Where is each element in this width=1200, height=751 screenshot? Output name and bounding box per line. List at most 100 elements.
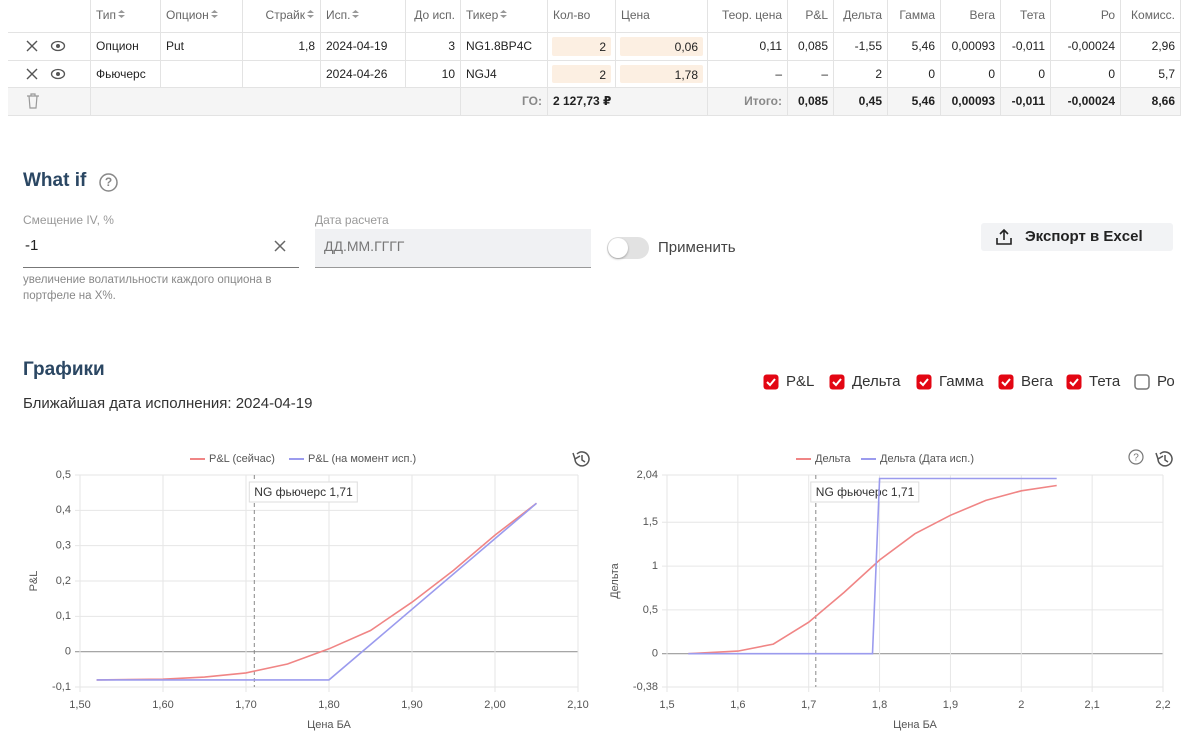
checkbox[interactable] xyxy=(1134,374,1150,390)
column-header[interactable]: Тикер xyxy=(461,0,548,33)
what-if-title: What if xyxy=(23,170,87,191)
column-header: Цена xyxy=(616,0,708,33)
y-axis-label: P&L xyxy=(28,571,40,592)
x-tick-label: 1,60 xyxy=(152,699,173,711)
history-icon[interactable] xyxy=(1155,451,1173,467)
sort-icon[interactable] xyxy=(499,9,508,19)
sort-icon[interactable] xyxy=(210,9,219,19)
cell-input[interactable]: 2 xyxy=(552,37,611,56)
y-tick-label: 0,2 xyxy=(56,575,71,587)
apply-toggle[interactable] xyxy=(607,237,649,259)
x-tick-label: 2,2 xyxy=(1155,699,1170,711)
header-label: До исп. xyxy=(414,8,455,22)
checkbox[interactable] xyxy=(763,374,779,390)
spot-label-box xyxy=(810,481,920,503)
y-tick-label: 0,4 xyxy=(56,504,71,516)
cell-input[interactable]: 0,06 xyxy=(620,37,703,56)
input-cell[interactable]: 2 xyxy=(548,33,616,61)
iv-value: -1 xyxy=(25,237,39,254)
iv-label: Смещение IV, % xyxy=(23,213,114,227)
header-label: Кол-во xyxy=(553,8,591,22)
sort-icon[interactable] xyxy=(351,9,360,19)
y-tick-label: -0,1 xyxy=(52,681,71,693)
column-header[interactable]: Страйк xyxy=(243,0,321,33)
table-cell: 0,11 xyxy=(708,33,788,61)
date-label: Дата расчета xyxy=(315,213,389,227)
margin-label: ГО: xyxy=(461,88,548,116)
header-label: Опцион xyxy=(166,8,209,22)
header-label: Комисс. xyxy=(1131,8,1175,22)
table-cell: 0 xyxy=(1051,61,1121,88)
export-button[interactable]: Экспорт в Excel xyxy=(981,223,1173,251)
legend-label: P&L (сейчас) xyxy=(209,453,275,465)
table-cell: 1,8 xyxy=(243,33,321,61)
column-header[interactable]: Тип xyxy=(91,0,161,33)
input-cell[interactable]: 2 xyxy=(548,61,616,88)
y-tick-label: 2,04 xyxy=(637,469,658,481)
date-input[interactable]: ДД.ММ.ГГГГ xyxy=(315,229,591,268)
sort-icon[interactable] xyxy=(306,9,315,19)
checkbox[interactable] xyxy=(829,374,845,390)
table-cell: 10 xyxy=(406,61,461,88)
column-header: Тета xyxy=(1001,0,1051,33)
column-header[interactable]: Опцион xyxy=(161,0,243,33)
y-tick-label: 0,5 xyxy=(643,604,658,616)
row-actions xyxy=(8,33,91,61)
help-icon[interactable]: ? xyxy=(1128,449,1144,465)
header-label: Тикер xyxy=(466,8,499,22)
table-cell: 2024-04-19 xyxy=(321,33,406,61)
series-line xyxy=(96,502,538,681)
cell-input[interactable]: 1,78 xyxy=(620,65,703,83)
table-cell: – xyxy=(788,61,834,88)
header-label: Гамма xyxy=(899,8,935,22)
column-header: Теор. цена xyxy=(708,0,788,33)
column-header[interactable]: Исп. xyxy=(321,0,406,33)
table-cell: 0,00093 xyxy=(941,33,1001,61)
iv-input[interactable]: -1 xyxy=(23,229,299,268)
table-cell: 5,46 xyxy=(888,33,941,61)
table-cell xyxy=(243,61,321,88)
legend-label: P&L (на момент исп.) xyxy=(308,453,416,465)
date-placeholder: ДД.ММ.ГГГГ xyxy=(324,238,405,254)
clear-icon[interactable] xyxy=(273,239,287,253)
input-cell[interactable]: 0,06 xyxy=(616,33,708,61)
checkbox[interactable] xyxy=(998,374,1014,390)
y-tick-label: 1,5 xyxy=(643,516,658,528)
sort-icon[interactable] xyxy=(117,9,126,19)
series-line xyxy=(96,502,537,681)
y-tick-label: 0,1 xyxy=(56,610,71,622)
header-label: Тета xyxy=(1020,8,1045,22)
checkbox[interactable] xyxy=(1066,374,1082,390)
x-tick-label: 2,10 xyxy=(567,699,588,711)
x-axis-label: Цена БА xyxy=(307,719,351,731)
header-label: Страйк xyxy=(265,8,305,22)
x-tick-label: 1,9 xyxy=(943,699,958,711)
header-label: Теор. цена xyxy=(721,8,782,22)
table-cell: 5,7 xyxy=(1121,61,1181,88)
column-header: До исп. xyxy=(406,0,461,33)
history-icon[interactable] xyxy=(572,451,590,467)
x-tick-label: 1,6 xyxy=(730,699,745,711)
help-icon[interactable]: ? xyxy=(98,172,119,193)
table-cell: 2024-04-26 xyxy=(321,61,406,88)
x-tick-label: 2,1 xyxy=(1084,699,1099,711)
export-icon xyxy=(996,228,1012,245)
total-value: 8,66 xyxy=(1121,88,1181,116)
row-icons[interactable] xyxy=(24,63,84,87)
table-cell: Фьючерс xyxy=(91,61,161,88)
checkbox-label: Ро xyxy=(1157,373,1175,390)
cell-input[interactable]: 2 xyxy=(552,65,611,83)
checkbox[interactable] xyxy=(916,374,932,390)
checkbox-label: P&L xyxy=(786,373,815,390)
row-icons[interactable] xyxy=(24,35,84,59)
table-cell: 0,085 xyxy=(788,33,834,61)
column-header: Ро xyxy=(1051,0,1121,33)
positions-table: Тип Опцион Страйк Исп. До исп. Тикер Кол-во Цен… xyxy=(0,0,1200,116)
checkbox-label: Дельта xyxy=(852,373,901,390)
delete-icon[interactable] xyxy=(26,93,40,109)
input-cell[interactable]: 1,78 xyxy=(616,61,708,88)
checkbox-label: Тета xyxy=(1089,373,1121,390)
table-cell: 2,96 xyxy=(1121,33,1181,61)
header-label: Цена xyxy=(621,8,650,22)
export-label: Экспорт в Excel xyxy=(1025,228,1143,245)
